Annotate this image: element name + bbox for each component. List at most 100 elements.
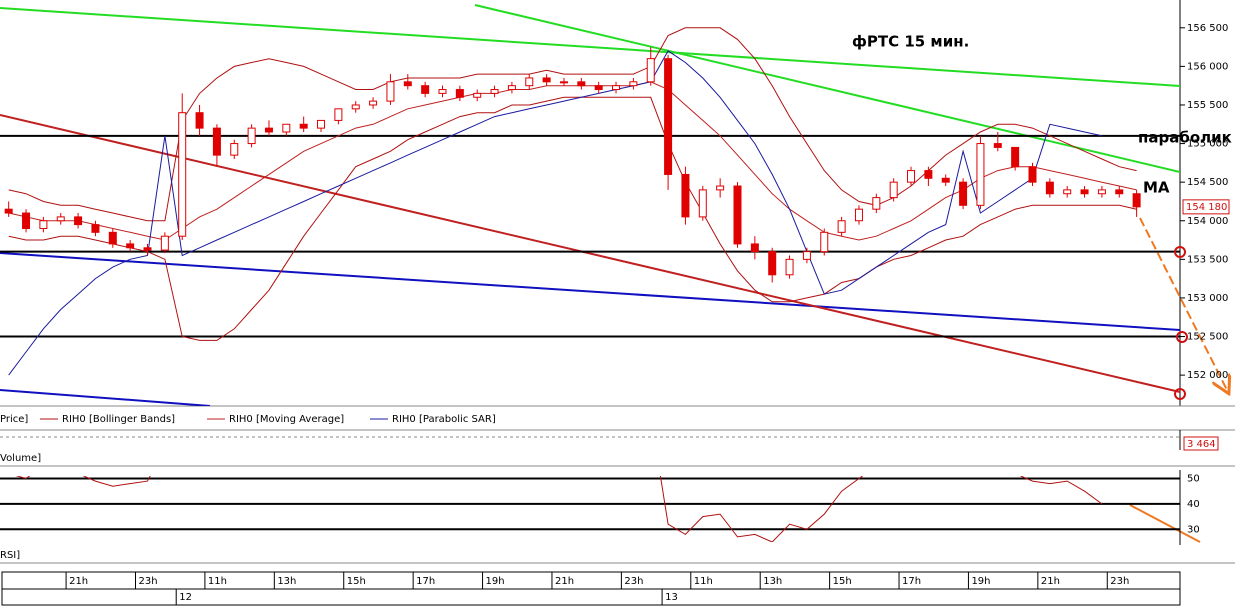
x-tick-label: 19h	[971, 576, 990, 587]
candle-body	[907, 170, 916, 183]
candle-body	[1080, 189, 1089, 195]
bollinger-lower	[8, 96, 1137, 341]
annotation: MA	[1143, 179, 1170, 197]
annotation: параболик	[1138, 129, 1232, 147]
x-tick-label: 13h	[277, 576, 296, 587]
y-tick-label: 152 000	[1187, 370, 1228, 381]
candle-body	[282, 123, 291, 133]
candle-body	[889, 181, 898, 199]
panel-title: RSI]	[0, 550, 20, 561]
candle-body	[525, 77, 534, 87]
candle-body	[247, 127, 256, 145]
candle-body	[4, 208, 13, 214]
candle-body	[507, 85, 516, 91]
candle-body	[473, 92, 482, 98]
date-label: 12	[179, 592, 192, 603]
trend-line	[0, 7, 1180, 87]
target-circle	[1174, 388, 1186, 400]
date-label: 13	[665, 592, 678, 603]
candle-body	[993, 143, 1002, 148]
candle-body	[1115, 189, 1124, 195]
trend-line	[0, 114, 1180, 393]
y-tick-label: 154 500	[1187, 177, 1228, 188]
bollinger-upper	[8, 27, 1137, 222]
candle-body	[299, 123, 308, 129]
candle-body	[421, 85, 430, 94]
x-tick-label: 23h	[1110, 576, 1129, 587]
candle-body	[22, 212, 31, 229]
candle-body	[854, 208, 863, 222]
y-tick-label: 156 500	[1187, 23, 1228, 34]
x-tick-label: 21h	[555, 576, 574, 587]
candle-body	[74, 216, 83, 226]
last-price-label: 154 180	[1186, 202, 1227, 213]
candle-body	[1063, 189, 1072, 195]
candle-body	[698, 189, 707, 218]
legend-entry: RIH0 [Bollinger Bands]	[62, 414, 175, 425]
y-tick-label: 154 000	[1187, 216, 1228, 227]
candle-body	[716, 185, 725, 191]
forecast-arrow	[1129, 504, 1201, 543]
x-tick-label: 21h	[1041, 576, 1060, 587]
trend-line	[0, 252, 1180, 331]
candle-body	[681, 173, 690, 218]
x-tick-label: 11h	[208, 576, 227, 587]
chart-title: фРТС 15 мин.	[852, 33, 969, 51]
candle-body	[612, 85, 621, 91]
candle-body	[56, 216, 65, 222]
candle-body	[1011, 146, 1020, 168]
candle-body	[976, 143, 985, 206]
target-circle	[1174, 246, 1186, 258]
legend-entry: RIH0 [Parabolic SAR]	[392, 414, 496, 425]
trend-line	[474, 4, 1180, 173]
y-tick-label: 153 500	[1187, 254, 1228, 265]
y-tick-label: 153 000	[1187, 293, 1228, 304]
candle-body	[559, 81, 568, 84]
x-tick-label: 17h	[902, 576, 921, 587]
candle-body	[820, 231, 829, 253]
candle-body	[438, 89, 447, 94]
last-price-box	[1182, 199, 1230, 215]
candle-body	[143, 247, 152, 251]
candle-body	[91, 224, 100, 233]
marks	[0, 27, 1180, 376]
x-tick-label: 23h	[139, 576, 158, 587]
candle-body	[160, 235, 169, 251]
candle-body	[369, 100, 378, 106]
candle-body	[924, 170, 933, 179]
indicator-lines	[8, 27, 1137, 376]
forecast-arrow	[1139, 217, 1228, 392]
legend-entry: Price]	[0, 414, 28, 425]
candle-body	[802, 251, 811, 260]
candle-body	[542, 77, 551, 83]
candle-body	[230, 143, 239, 156]
candle-body	[334, 108, 343, 121]
trend-line	[0, 389, 211, 406]
candle-body	[594, 85, 603, 91]
candle-body	[768, 251, 777, 276]
candle-body	[108, 231, 117, 245]
trend-lines	[0, 4, 1180, 406]
candle-body	[264, 127, 273, 133]
candle-body	[317, 119, 326, 129]
moving-average	[8, 81, 1137, 241]
candle-body	[1045, 181, 1054, 195]
x-tick-label: 15h	[833, 576, 852, 587]
candle-body	[1028, 166, 1037, 183]
candle-body	[629, 81, 638, 87]
volume-label: 3 464	[1187, 439, 1216, 450]
parabolic-sar	[8, 50, 1103, 376]
candle-body	[212, 127, 221, 156]
candle-body	[455, 89, 464, 98]
candle-body	[872, 197, 881, 210]
candle-body	[39, 220, 48, 229]
rsi-tick-label: 50	[1187, 474, 1200, 485]
candles	[4, 47, 1141, 283]
candle-body	[1097, 189, 1106, 195]
rsi-tick-label: 30	[1187, 524, 1200, 535]
y-tick-label: 155 000	[1187, 139, 1228, 150]
volume-box	[1183, 436, 1219, 451]
x-tick-label: 15h	[347, 576, 366, 587]
